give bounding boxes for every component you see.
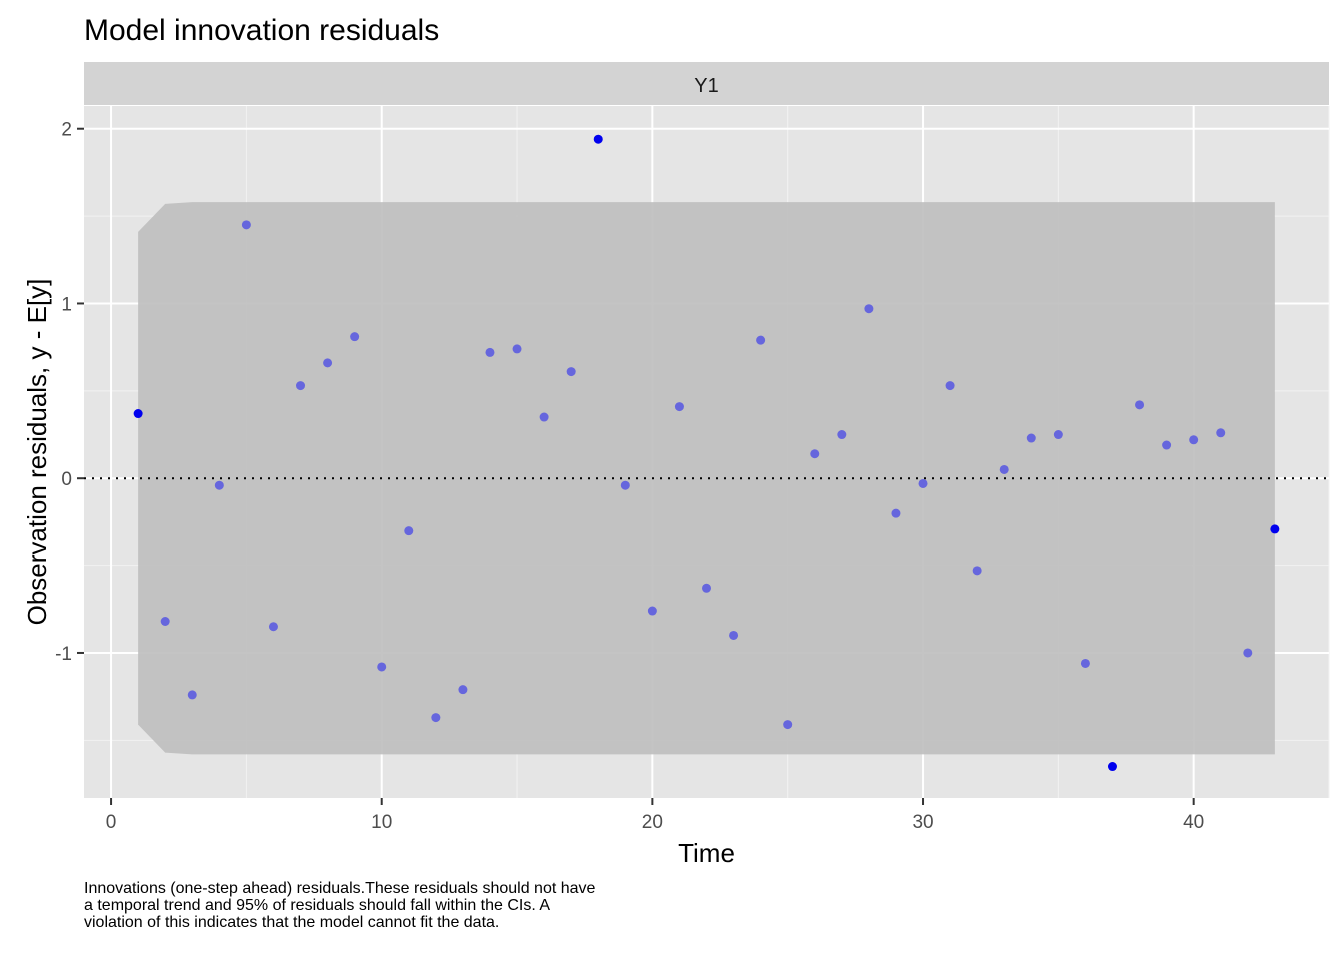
residual-point bbox=[323, 358, 333, 368]
residual-point bbox=[512, 344, 522, 354]
residual-point bbox=[702, 583, 711, 593]
facet-strip bbox=[84, 62, 1329, 105]
residual-point bbox=[377, 662, 387, 672]
residual-point bbox=[918, 478, 928, 488]
residual-point bbox=[729, 630, 739, 640]
y-tick-label: 2 bbox=[61, 120, 72, 141]
residual-point bbox=[1135, 400, 1145, 410]
residual-point bbox=[891, 508, 901, 518]
x-axis: 0 10 20 30 40 bbox=[106, 798, 1204, 833]
residual-point bbox=[837, 430, 847, 440]
y-tick-label: 1 bbox=[61, 294, 72, 315]
residual-point-outside-ci bbox=[133, 409, 143, 419]
residual-point bbox=[485, 347, 495, 357]
residual-point bbox=[431, 713, 441, 723]
residual-point bbox=[1189, 435, 1199, 445]
x-tick-label: 10 bbox=[371, 812, 392, 833]
residual-point bbox=[647, 606, 657, 616]
residual-point bbox=[1216, 428, 1226, 438]
y-tick-label: -1 bbox=[55, 644, 72, 665]
residual-point bbox=[268, 622, 278, 632]
y-axis-label: Observation residuals, y - E[y] bbox=[22, 279, 52, 626]
facet-strip-label: Y1 bbox=[694, 75, 718, 97]
ci-ribbon bbox=[138, 202, 1275, 755]
residual-point bbox=[350, 332, 360, 342]
x-tick-label: 20 bbox=[642, 812, 663, 833]
residual-points bbox=[133, 134, 1280, 772]
residual-point bbox=[539, 412, 549, 422]
residual-point bbox=[1162, 440, 1172, 450]
residual-point bbox=[972, 566, 982, 576]
residual-point bbox=[1026, 433, 1036, 443]
caption-line: violation of this indicates that the mod… bbox=[84, 914, 500, 931]
x-tick-label: 0 bbox=[106, 812, 117, 833]
residual-point bbox=[160, 617, 170, 627]
residual-point bbox=[945, 381, 955, 391]
x-tick-label: 40 bbox=[1183, 812, 1204, 833]
x-axis-label: Time bbox=[678, 838, 735, 868]
residual-point bbox=[783, 720, 793, 730]
caption-line: Innovations (one-step ahead) residuals.T… bbox=[84, 880, 596, 897]
residual-point bbox=[241, 220, 251, 230]
residual-point bbox=[756, 335, 766, 345]
residual-point bbox=[1080, 658, 1090, 668]
residual-point bbox=[674, 402, 684, 412]
chart-caption: Innovations (one-step ahead) residuals.T… bbox=[84, 880, 784, 931]
residual-point bbox=[1053, 430, 1063, 440]
x-tick-label: 30 bbox=[912, 812, 933, 833]
residual-point bbox=[810, 449, 820, 459]
residual-point bbox=[999, 464, 1009, 474]
y-axis: -1 0 1 2 bbox=[55, 120, 84, 665]
residual-point bbox=[620, 480, 630, 490]
y-tick-label: 0 bbox=[61, 469, 72, 490]
residual-point-outside-ci bbox=[593, 134, 603, 144]
residual-point bbox=[296, 381, 306, 391]
residual-point bbox=[566, 367, 576, 377]
residual-point bbox=[404, 526, 414, 536]
residual-point-outside-ci bbox=[1107, 762, 1117, 772]
residual-point bbox=[458, 685, 468, 695]
chart-title: Model innovation residuals bbox=[84, 14, 439, 47]
residual-point-outside-ci bbox=[1270, 524, 1280, 534]
residual-point bbox=[864, 304, 874, 314]
caption-line: a temporal trend and 95% of residuals sh… bbox=[84, 897, 551, 914]
residual-point bbox=[214, 480, 224, 490]
residual-point bbox=[1243, 648, 1253, 658]
residual-point bbox=[187, 690, 197, 700]
